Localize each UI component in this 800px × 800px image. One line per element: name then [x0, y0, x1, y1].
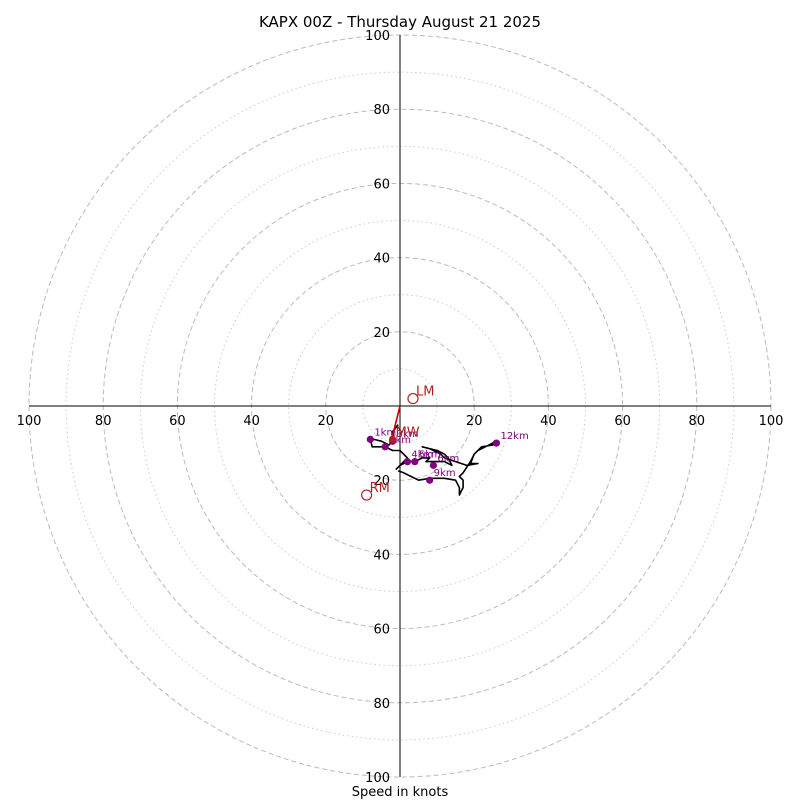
tick-label-up-40: 40 [373, 252, 390, 267]
storm-motion-line [391, 405, 401, 436]
tick-label-right-80: 80 [689, 414, 706, 429]
tick-labels: 20 20 20 20 40 40 40 40 60 60 60 60 80 80 80 80 100 100 10… [17, 29, 784, 786]
tick-label-left-80: 80 [95, 414, 112, 429]
x-axis-label: Speed in knots [352, 785, 449, 800]
tick-label-left-100: 100 [17, 414, 42, 429]
height-marker-5km [411, 458, 419, 466]
tick-label-up-100: 100 [365, 29, 390, 44]
tick-label-up-80: 80 [373, 103, 390, 118]
height-marker-1km [366, 435, 374, 443]
motion-label-LM: LM [416, 385, 434, 400]
tick-label-down-60: 60 [373, 623, 390, 638]
tick-label-down-40: 40 [373, 548, 390, 563]
height-label-9km: 9km [434, 468, 456, 479]
height-label-2km: 2km [389, 435, 411, 446]
height-label-1km: 1km [374, 427, 396, 438]
height-label-6km: 6km [437, 453, 459, 464]
motion-label-MW: MW [396, 425, 420, 440]
motion-marker-LM [407, 392, 419, 405]
height-marker-12km [492, 439, 501, 447]
height-marker-6km [429, 461, 437, 469]
chart-title: KAPX 00Z - Thursday August 21 2025 [259, 13, 541, 31]
tick-label-right-20: 20 [466, 414, 483, 429]
tick-label-right-100: 100 [759, 414, 784, 429]
height-label-3km: 3km [397, 429, 419, 440]
motion-label-RM: RM [370, 481, 390, 496]
height-label-4km: 4km [411, 450, 433, 461]
tick-label-up-20: 20 [373, 326, 390, 341]
tick-label-up-60: 60 [373, 177, 390, 192]
height-marker-9km [426, 476, 434, 484]
tick-label-left-60: 60 [169, 414, 186, 429]
tick-label-right-40: 40 [540, 414, 557, 429]
height-marker-2km [381, 443, 389, 451]
storm-motion-markers: LM MW RM [361, 385, 434, 501]
hodograph-trace-group [369, 424, 498, 496]
motion-marker-RM [361, 489, 373, 501]
height-label-5km: 5km [419, 450, 441, 461]
tick-label-down-100: 100 [365, 771, 390, 786]
motion-marker-MW [388, 435, 397, 443]
hodograph-trace [369, 424, 498, 496]
tick-label-down-20: 20 [373, 474, 390, 489]
tick-label-down-80: 80 [373, 697, 390, 712]
tick-label-left-40: 40 [243, 414, 260, 429]
tick-label-right-60: 60 [614, 414, 631, 429]
height-marker-4km [403, 458, 412, 466]
tick-label-left-20: 20 [318, 414, 335, 429]
height-label-12km: 12km [500, 431, 528, 442]
